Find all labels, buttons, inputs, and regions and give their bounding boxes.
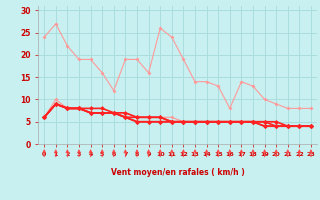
X-axis label: Vent moyen/en rafales ( km/h ): Vent moyen/en rafales ( km/h )	[111, 168, 244, 177]
